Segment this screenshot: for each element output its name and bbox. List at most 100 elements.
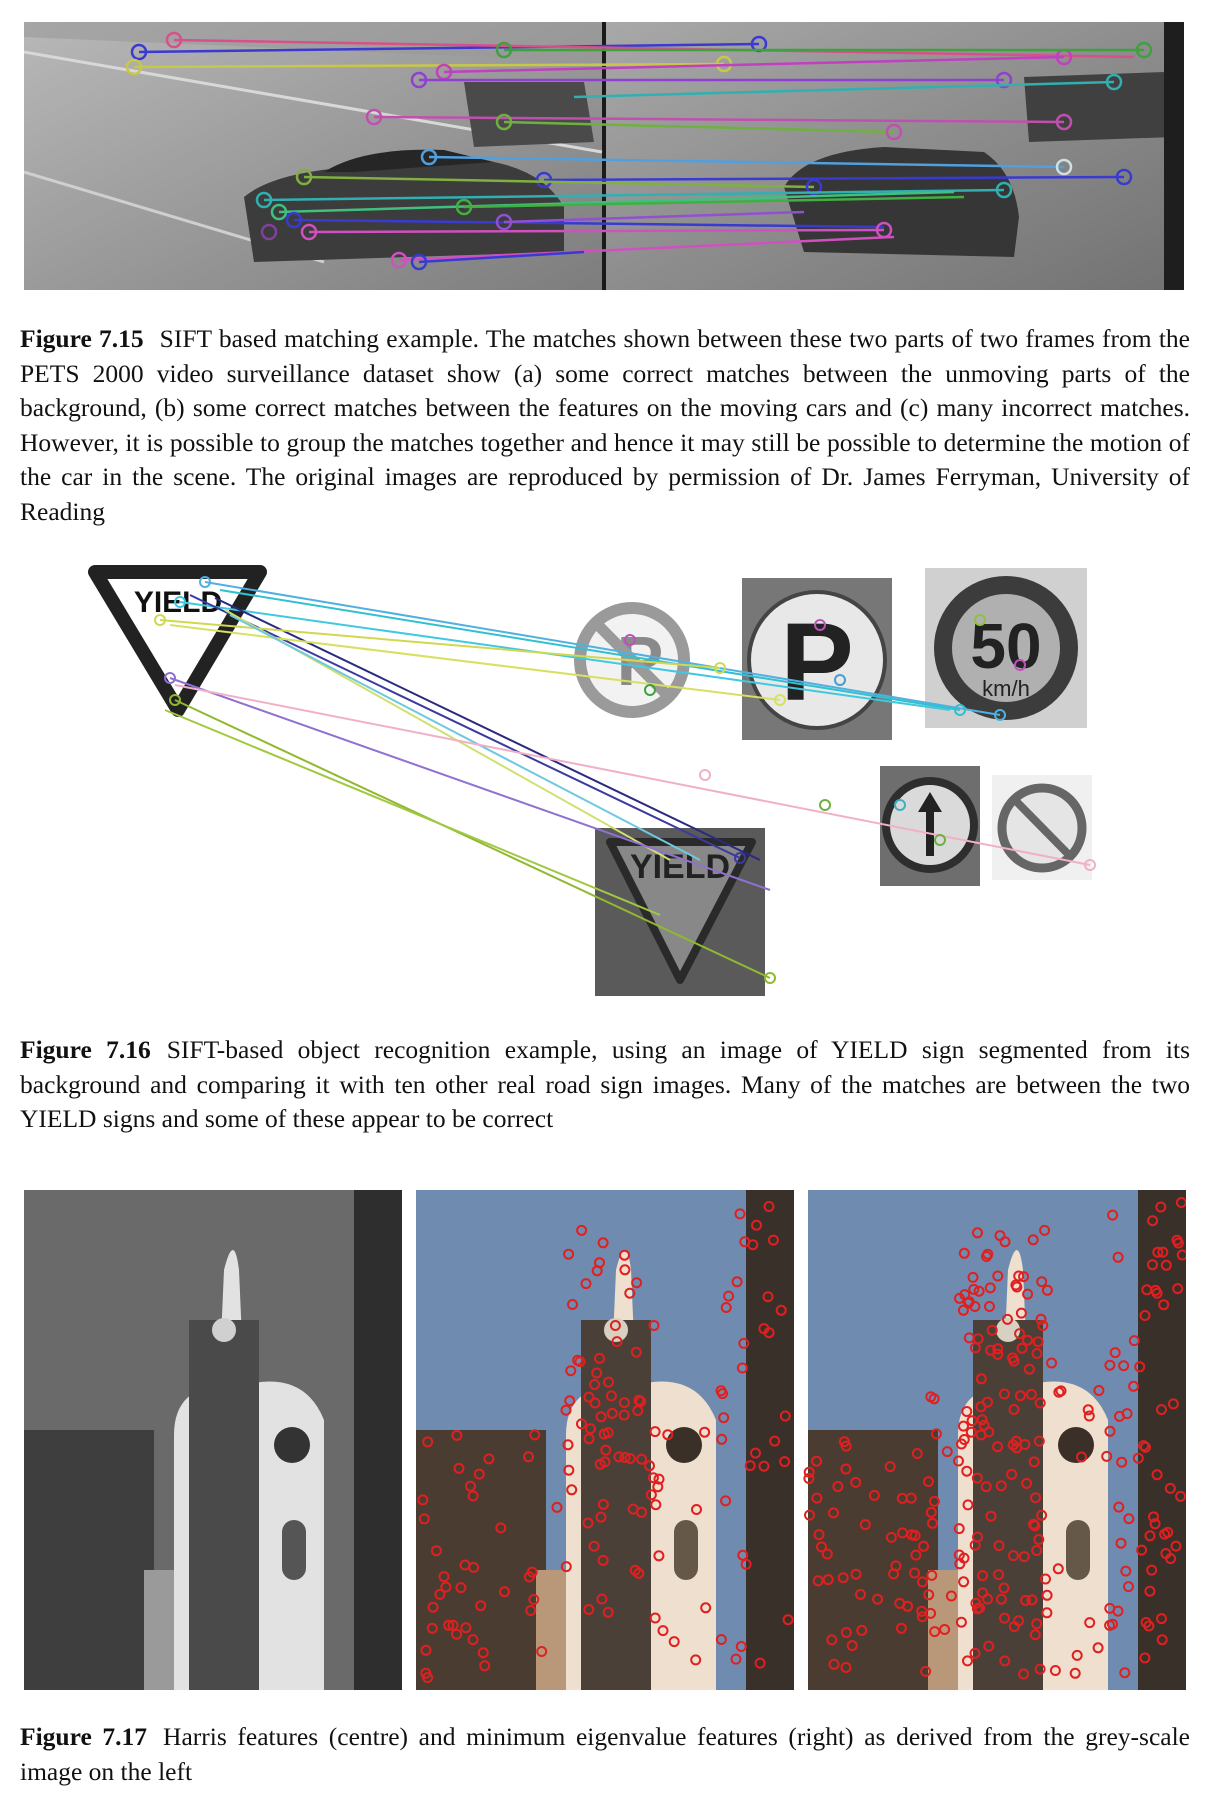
feature-marker — [551, 1501, 563, 1513]
feature-marker — [420, 1667, 432, 1679]
feature-marker — [1018, 1271, 1030, 1283]
feature-marker — [629, 1564, 641, 1576]
feature-marker — [816, 1541, 827, 1553]
feature-marker — [613, 1451, 625, 1463]
feature-marker — [605, 1390, 617, 1402]
feature-marker — [744, 1460, 756, 1472]
feature-marker — [968, 1283, 980, 1295]
feature-marker — [566, 1484, 578, 1496]
feature-marker — [1167, 1398, 1179, 1410]
feature-marker — [734, 1208, 746, 1220]
feature-marker — [1159, 1528, 1171, 1540]
figure-7-15-image — [24, 22, 1184, 290]
feature-marker — [1016, 1342, 1028, 1354]
feature-marker — [927, 1517, 938, 1529]
feature-marker — [967, 1271, 979, 1283]
feature-marker — [580, 1278, 592, 1290]
feature-marker — [440, 1581, 452, 1593]
feature-marker — [992, 1441, 1004, 1453]
feature-marker — [884, 1461, 896, 1473]
feature-marker — [653, 1550, 665, 1562]
feature-marker — [477, 1647, 489, 1659]
feature-marker — [750, 1447, 761, 1459]
feature-marker — [736, 1362, 748, 1374]
feature-marker — [582, 1517, 594, 1529]
feature-marker — [1029, 1520, 1041, 1532]
feature-marker — [969, 1539, 981, 1551]
feature-marker — [1069, 1667, 1081, 1679]
feature-marker — [984, 1301, 995, 1312]
greyscale-panel — [24, 1190, 402, 1690]
feature-marker — [528, 1594, 540, 1605]
feature-marker — [973, 1285, 985, 1297]
feature-marker — [649, 1612, 661, 1624]
feature-marker — [584, 1423, 596, 1435]
feature-marker — [767, 1234, 779, 1246]
feature-marker — [603, 1376, 614, 1388]
feature-marker — [828, 1507, 839, 1519]
feature-marker — [479, 1660, 491, 1672]
feature-marker — [606, 1407, 618, 1419]
parking-letter: P — [780, 601, 853, 724]
feature-marker — [966, 1415, 978, 1427]
feature-marker — [1055, 1385, 1067, 1397]
feature-marker — [930, 1428, 942, 1440]
feature-marker — [434, 1588, 446, 1600]
feature-marker — [1084, 1617, 1096, 1629]
feature-marker — [1036, 1509, 1048, 1521]
feature-marker — [1030, 1492, 1042, 1504]
feature-marker — [954, 1292, 965, 1304]
feature-marker — [1083, 1410, 1095, 1422]
feature-marker — [1119, 1667, 1131, 1679]
feature-marker — [1157, 1246, 1169, 1258]
feature-marker — [467, 1490, 479, 1502]
feature-marker — [763, 1201, 775, 1212]
feature-marker — [525, 1605, 537, 1616]
feature-marker — [1049, 1665, 1061, 1676]
feature-marker — [630, 1346, 642, 1358]
feature-marker — [427, 1601, 439, 1613]
feature-marker — [925, 1506, 937, 1518]
feature-marker — [599, 1456, 611, 1468]
feature-marker — [649, 1426, 661, 1438]
feature-marker — [920, 1665, 932, 1677]
feature-marker — [1147, 1215, 1159, 1227]
feature-marker — [803, 1473, 815, 1484]
feature-marker — [536, 1646, 548, 1657]
feature-marker — [1025, 1388, 1037, 1400]
feature-marker — [840, 1662, 852, 1673]
feature-marker — [624, 1453, 636, 1464]
feature-marker — [635, 1396, 647, 1407]
feature-marker — [1039, 1224, 1051, 1236]
feature-marker — [895, 1622, 907, 1634]
feature-marker — [928, 1393, 940, 1405]
feature-marker — [691, 1504, 702, 1515]
feature-marker — [1041, 1284, 1053, 1296]
feature-marker — [975, 1373, 987, 1385]
feature-marker — [447, 1619, 459, 1631]
figure-7-16-image: YIELD P P 50 km/h YIELD — [80, 560, 1120, 1000]
feature-marker — [1071, 1649, 1083, 1661]
feature-marker — [609, 1320, 621, 1331]
figure-7-16-caption: Figure 7.16 SIFT-based object recognition… — [20, 1033, 1190, 1137]
feature-marker — [941, 1446, 953, 1458]
feature-marker — [840, 1440, 852, 1452]
feature-marker — [624, 1287, 636, 1299]
feature-marker — [840, 1463, 852, 1475]
feature-marker — [700, 1602, 712, 1614]
feature-marker — [1128, 1380, 1140, 1392]
feature-marker — [430, 1545, 442, 1557]
feature-marker — [1022, 1288, 1034, 1300]
feature-marker — [994, 1230, 1006, 1242]
feature-marker — [1132, 1452, 1144, 1464]
feature-marker — [576, 1224, 588, 1236]
feature-marker — [1093, 1385, 1105, 1396]
feature-marker — [591, 1265, 603, 1277]
feature-marker — [1033, 1435, 1045, 1447]
feature-marker — [1015, 1307, 1027, 1319]
feature-marker — [855, 1588, 866, 1600]
feature-marker — [897, 1527, 908, 1539]
feature-marker — [958, 1576, 970, 1588]
figure-7-17-image — [24, 1190, 1186, 1690]
feature-marker — [1031, 1618, 1043, 1630]
